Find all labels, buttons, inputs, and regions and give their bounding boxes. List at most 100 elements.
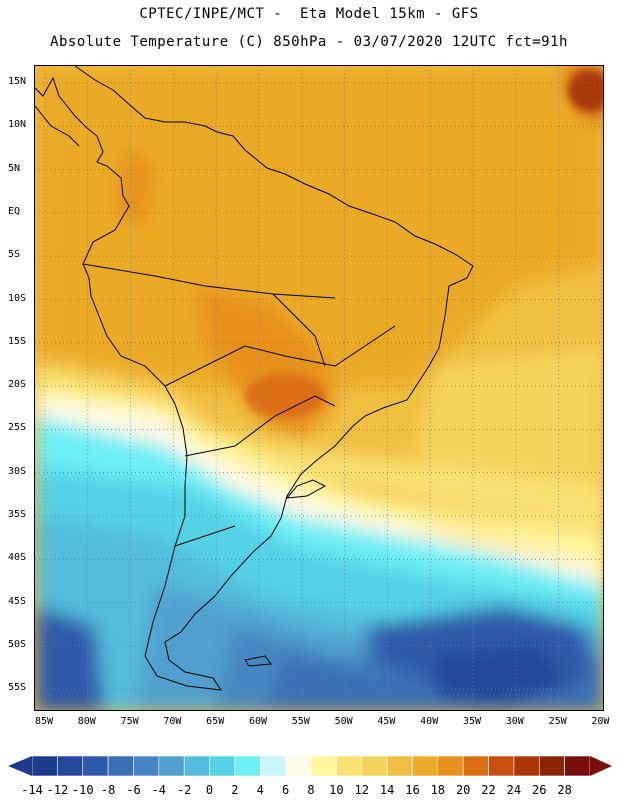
lat-label: 55S: [8, 682, 27, 694]
colorbar-tick-label: 18: [430, 783, 446, 797]
color-scale-bar: [8, 755, 612, 777]
colorbar-cell: [31, 755, 58, 777]
lat-label: 50S: [8, 638, 27, 650]
rio-de-la-plata: [285, 479, 327, 499]
temperature-map-svg: [35, 66, 603, 710]
colorbar-cell: [82, 755, 109, 777]
colorbar-min-arrow: [8, 756, 32, 776]
colorbar-tick-label: 26: [532, 783, 547, 797]
border-central: [164, 325, 396, 387]
colorbar-cell: [488, 755, 515, 777]
colorbar-tick-label: 16: [405, 783, 420, 797]
colorbar-cell: [310, 755, 337, 777]
colorbar-tick-label: 24: [506, 783, 522, 797]
field-10-12: [35, 366, 603, 536]
lat-label: 30S: [8, 465, 27, 477]
lon-label: 50W: [334, 716, 353, 727]
chart-title-line1: CPTEC/INPE/MCT - Eta Model 15km - GFS: [139, 6, 479, 22]
lon-label: 60W: [248, 716, 268, 727]
lon-label: 40W: [420, 716, 439, 727]
central-america-coast: [35, 105, 80, 147]
field-2-4: [35, 416, 603, 626]
lat-label: 35S: [8, 509, 27, 520]
colorbar-tick-label: -8: [100, 783, 116, 797]
lon-label: 80W: [77, 716, 96, 727]
lon-label: 85W: [34, 716, 54, 727]
colorbar-cell: [437, 755, 464, 777]
lon-label: 55W: [291, 716, 310, 727]
field-west-cold: [35, 606, 105, 710]
field-andes-north-warm: [115, 146, 155, 226]
colorbar-tick-label: -14: [21, 783, 43, 797]
colorbar-cell: [234, 755, 261, 777]
colorbar-cell: [57, 755, 84, 777]
lat-label: 45S: [8, 595, 27, 607]
south-america-coast: [35, 66, 474, 691]
colorbar-cell: [361, 755, 388, 777]
colorbar-tick-label: 10: [329, 783, 344, 797]
graticule: [35, 66, 603, 710]
colorbar-tick-label: 8: [307, 783, 315, 797]
malvinas: [244, 655, 272, 667]
lon-label: 75W: [120, 716, 139, 727]
colorbar-cell: [209, 755, 236, 777]
field-6-8: [35, 396, 603, 586]
colorbar-cell: [538, 755, 565, 777]
lon-label: 65W: [206, 716, 225, 727]
lat-label: 25S: [8, 422, 27, 434]
field-26-28: [568, 71, 603, 111]
lat-label: EQ: [8, 205, 21, 217]
border-chile-arg: [174, 525, 236, 547]
border-south: [184, 395, 336, 457]
lat-label: 5N: [8, 162, 21, 174]
lon-label: 30W: [505, 716, 524, 727]
lon-label: 45W: [377, 716, 396, 727]
lat-label: 10N: [8, 119, 27, 131]
colorbar-cell: [564, 755, 591, 777]
colorbar-tick-label: 4: [256, 783, 264, 797]
border-bolivia: [272, 293, 326, 367]
lon-label: 20W: [591, 716, 610, 727]
chart-title-line2: Absolute Temperature (C) 850hPa - 03/07/…: [50, 34, 568, 50]
colorbar-max-arrow: [590, 756, 612, 776]
colorbar-tick-label: -10: [71, 783, 94, 797]
lat-label: 40S: [8, 552, 27, 564]
colorbar-cell: [513, 755, 540, 777]
colorbar-tick-label: 14: [379, 783, 395, 797]
colorbar-tick-label: -12: [46, 783, 69, 797]
lat-label: 15S: [8, 335, 27, 347]
lat-label: 20S: [8, 379, 27, 391]
lat-label: 10S: [8, 292, 27, 304]
field-22-24: [245, 374, 325, 418]
lon-label: 70W: [163, 716, 182, 727]
lat-label: 5S: [8, 249, 21, 261]
lon-label: 35W: [462, 716, 482, 727]
colorbar-cell: [107, 755, 134, 777]
colorbar-cell: [462, 755, 489, 777]
colorbar-tick-label: 6: [282, 783, 290, 797]
border-north: [82, 263, 336, 299]
colorbar-tick-label: 20: [455, 783, 471, 797]
lat-label: 15N: [8, 76, 27, 87]
field-minus12-minus10: [435, 646, 575, 706]
colorbar-tick-label: 22: [481, 783, 496, 797]
colorbar-tick-label: 0: [205, 783, 214, 797]
colorbar-tick-label: 2: [231, 783, 239, 797]
field-18-20: [35, 66, 603, 396]
colorbar-cell: [386, 755, 413, 777]
colorbar-cell: [412, 755, 439, 777]
colorbar-cell: [336, 755, 363, 777]
colorbar-tick-label: 12: [354, 783, 369, 797]
temperature-map: [34, 65, 604, 711]
colorbar-tick-label: -6: [126, 783, 141, 797]
colorbar-tick-label: 28: [557, 783, 572, 797]
colorbar-cell: [133, 755, 160, 777]
colorbar-tick-label: -4: [151, 783, 167, 797]
colorbar-tick-label: -2: [176, 783, 192, 797]
lon-label: 25W: [548, 716, 567, 727]
coastlines: [35, 66, 474, 691]
colorbar-cell: [183, 755, 210, 777]
colorbar-cell: [259, 755, 286, 777]
colorbar-cell: [158, 755, 185, 777]
colorbar-cell: [285, 755, 312, 777]
